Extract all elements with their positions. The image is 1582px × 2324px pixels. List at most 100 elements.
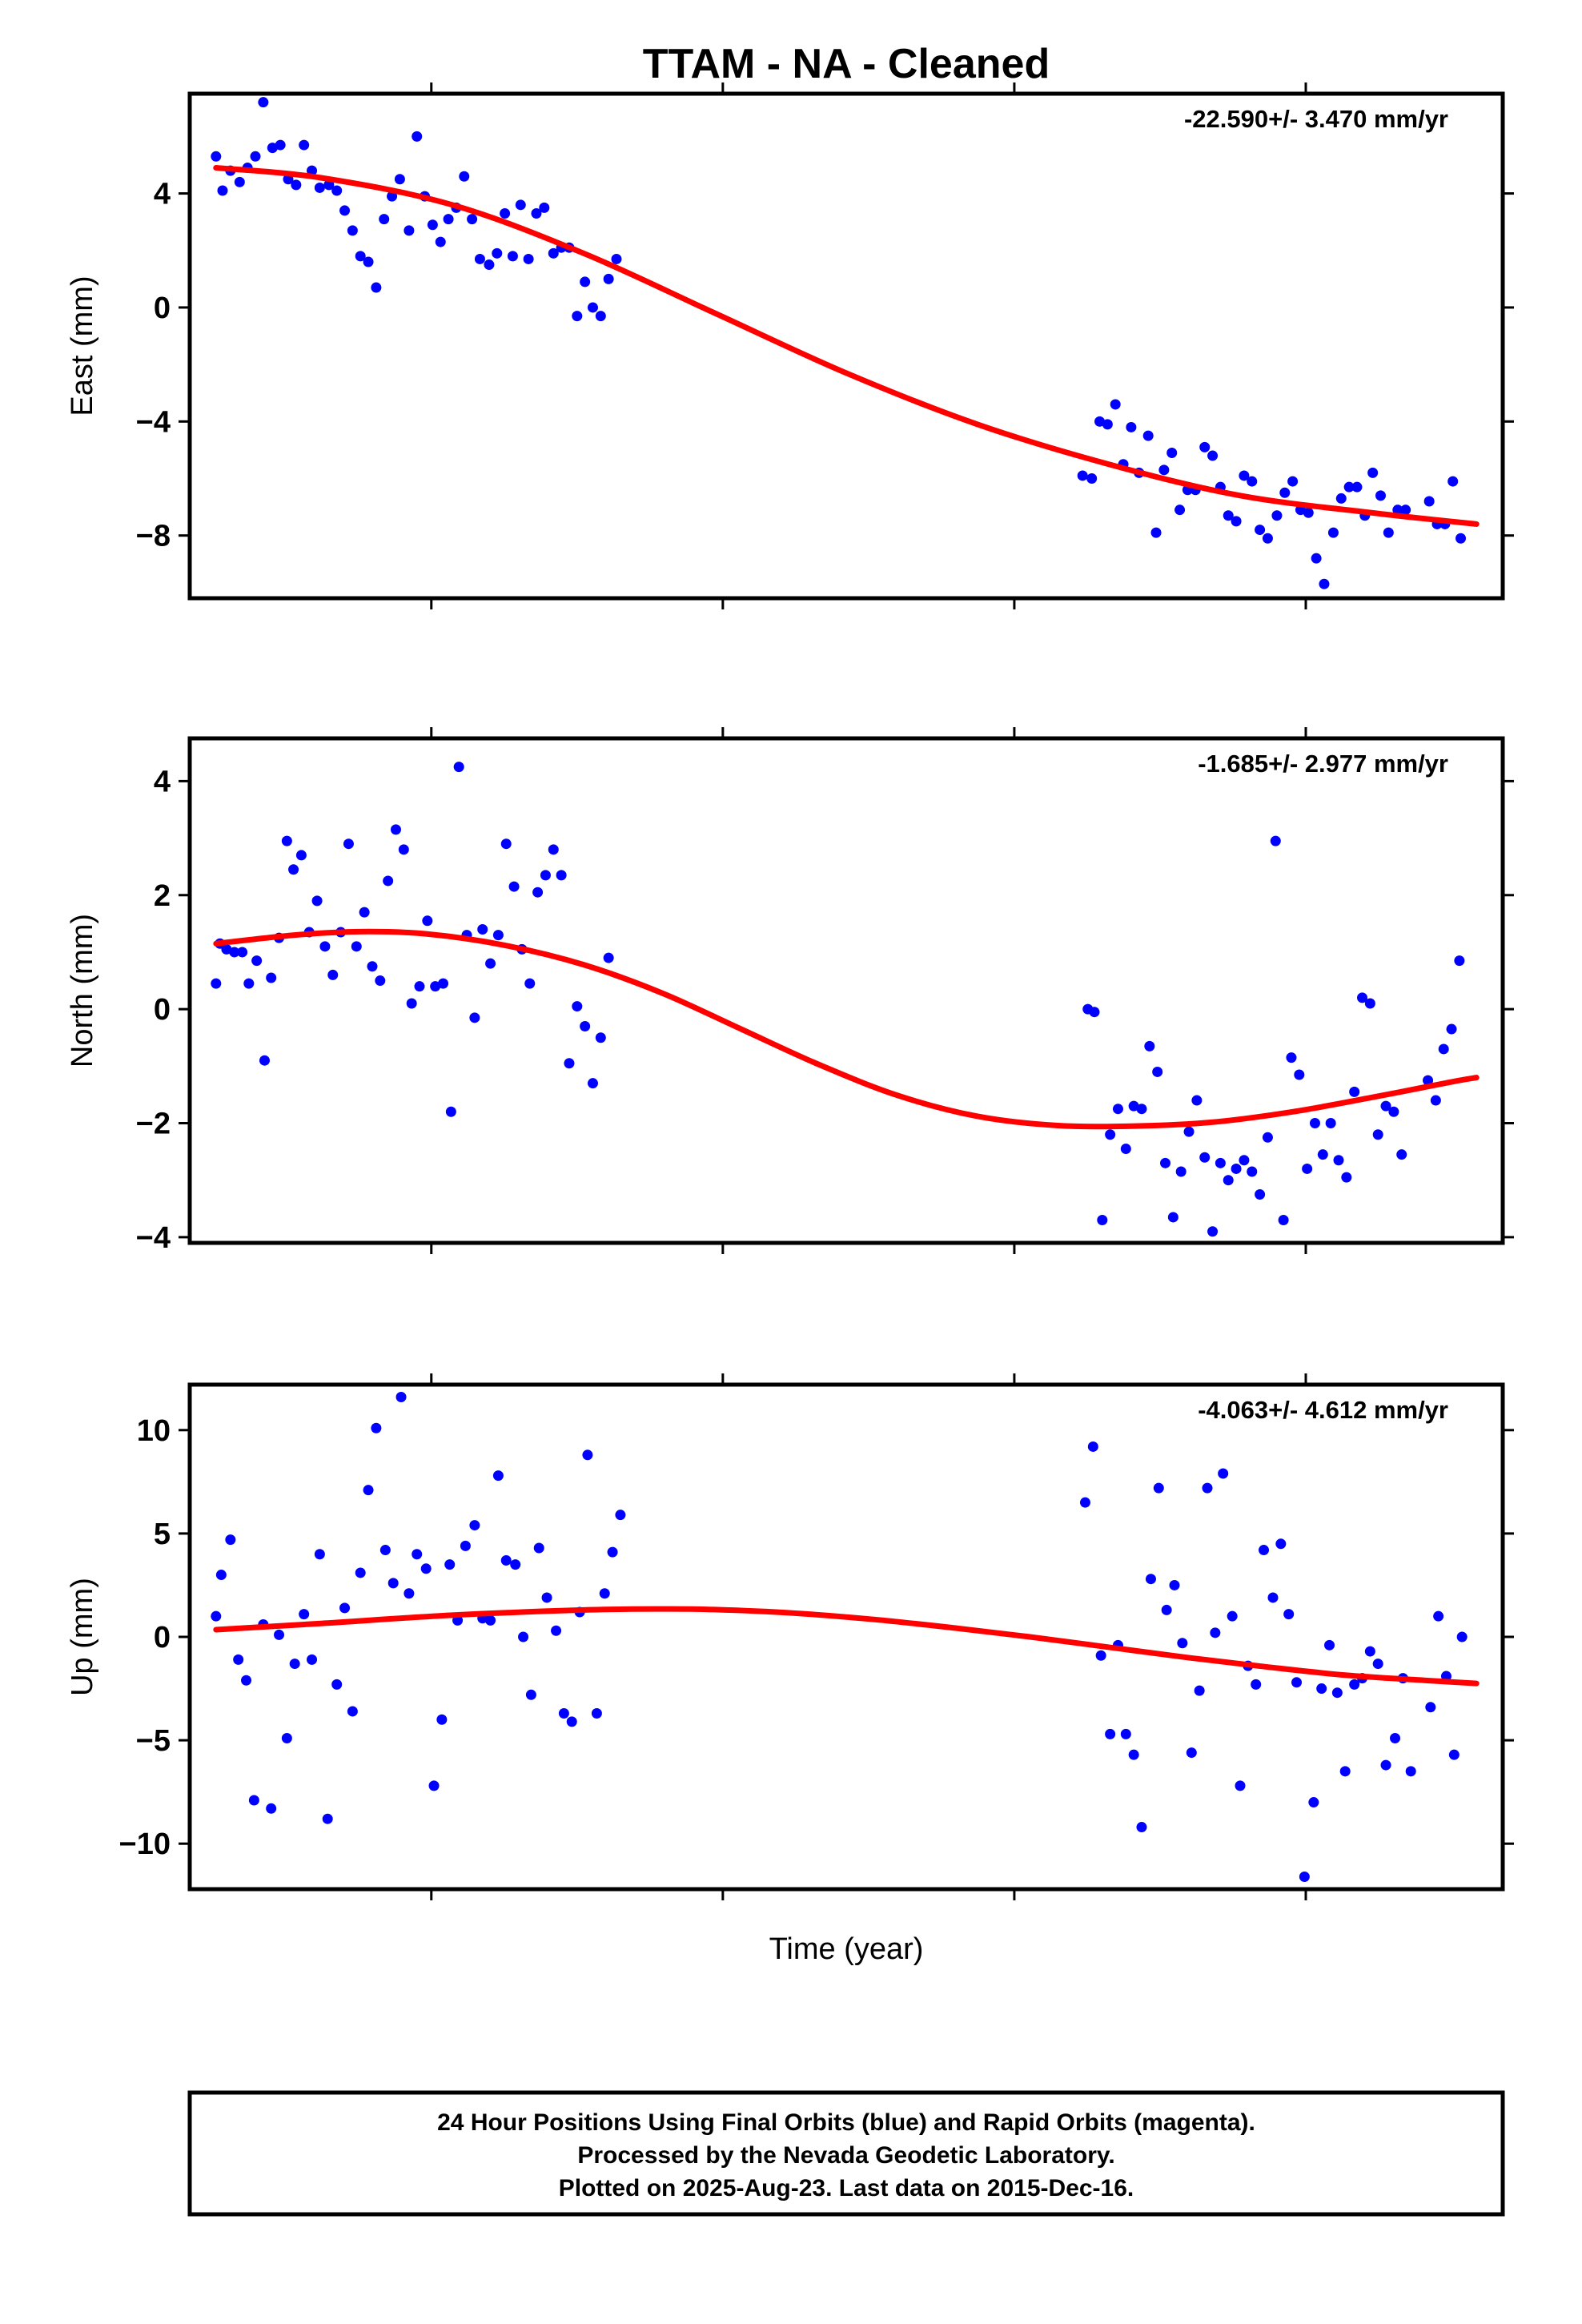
north-data-point	[556, 870, 567, 881]
east-panel: 4 0 −4 −8 East (mm) -22.590+/- 3.470 mm/yr	[66, 82, 1514, 609]
north-data-point	[1372, 1129, 1383, 1140]
north-data-point	[243, 978, 255, 989]
north-ytick-label: 2	[154, 879, 171, 913]
east-data-point	[548, 247, 559, 259]
east-data-point	[250, 151, 261, 162]
east-data-point	[1231, 516, 1242, 527]
east-data-point	[1400, 505, 1411, 516]
east-data-point	[580, 276, 591, 287]
north-data-point	[351, 941, 362, 952]
north-data-point	[375, 975, 386, 987]
north-data-point	[453, 762, 464, 773]
east-data-point	[459, 171, 470, 182]
east-data-point	[314, 182, 325, 193]
east-data-point	[1077, 470, 1088, 481]
east-data-point	[339, 205, 351, 216]
up-data-point	[541, 1592, 552, 1603]
up-data-point	[1275, 1538, 1287, 1550]
north-data-point	[414, 981, 425, 992]
east-data-point	[1158, 464, 1170, 476]
east-data-point	[539, 202, 550, 213]
east-data-point	[1351, 481, 1363, 493]
north-data-point	[1207, 1226, 1219, 1237]
up-data-point	[1448, 1749, 1460, 1760]
north-frame	[187, 736, 1505, 1245]
up-data-point	[1128, 1749, 1139, 1760]
up-data-point	[1425, 1702, 1436, 1713]
up-data-point	[1349, 1679, 1360, 1690]
up-data-point	[1227, 1610, 1238, 1622]
north-data-point	[383, 875, 394, 887]
north-data-point	[1160, 1157, 1171, 1168]
north-data-point	[524, 978, 536, 989]
north-data-point	[422, 915, 433, 927]
up-data-point	[281, 1733, 292, 1744]
north-data-point	[1388, 1106, 1399, 1117]
north-data-point	[1396, 1149, 1407, 1160]
east-data-point	[572, 311, 583, 322]
east-data-point	[515, 199, 526, 211]
north-data-point	[1317, 1149, 1328, 1160]
up-data-point	[1218, 1468, 1229, 1479]
north-data-point	[1136, 1104, 1147, 1115]
up-data-point	[1095, 1650, 1106, 1661]
east-data-point	[1102, 419, 1113, 430]
north-data-point	[1423, 1075, 1434, 1086]
up-data-point	[274, 1629, 285, 1640]
north-panel: 4 2 0 −2 −4 North (mm) -1.685+/- 2.977 mm/yr	[66, 727, 1514, 1255]
north-data-point	[580, 1020, 591, 1031]
east-data-point	[267, 143, 278, 154]
up-ytick-label: 0	[154, 1621, 171, 1655]
north-ytick-label: 0	[154, 993, 171, 1027]
north-data-point	[367, 961, 378, 972]
east-data-point	[523, 253, 534, 264]
north-data-point	[1438, 1043, 1449, 1055]
north-data-point	[1247, 1166, 1258, 1177]
east-data-point	[1319, 578, 1330, 589]
north-data-point	[390, 824, 401, 835]
north-data-point	[343, 838, 354, 850]
east-data-point	[275, 139, 286, 151]
north-data-point	[221, 943, 232, 955]
north-data-point	[251, 955, 263, 967]
east-data-point	[1199, 441, 1211, 452]
east-data-point	[1392, 505, 1403, 516]
north-data-point	[469, 1012, 480, 1023]
east-data-point	[1327, 527, 1339, 538]
east-frame	[187, 91, 1505, 601]
east-data-point	[1166, 447, 1178, 458]
north-ytick-label: −4	[136, 1221, 171, 1255]
east-data-point	[1271, 510, 1283, 521]
north-data-point	[1333, 1155, 1344, 1166]
east-data-point	[603, 273, 614, 284]
east-rate-label: -22.590+/- 3.470 mm/yr	[1184, 105, 1448, 133]
up-data-point	[1433, 1610, 1444, 1622]
north-data-point	[1112, 1104, 1123, 1115]
up-data-point	[1161, 1604, 1172, 1615]
east-data-point	[474, 253, 485, 264]
east-data-point	[484, 259, 495, 271]
north-ytick-label: 4	[154, 765, 171, 798]
east-data-point	[1367, 467, 1379, 478]
north-data-point	[1255, 1188, 1266, 1200]
north-data-point	[1144, 1040, 1155, 1051]
up-data-point	[1316, 1683, 1327, 1695]
east-data-point	[299, 139, 310, 151]
up-data-point	[1324, 1639, 1335, 1651]
north-data-point	[1262, 1132, 1273, 1143]
up-data-point	[1291, 1677, 1303, 1688]
up-data-point	[582, 1449, 593, 1461]
north-data-point	[1325, 1118, 1336, 1129]
up-data-point	[1087, 1441, 1098, 1452]
up-data-point	[558, 1708, 569, 1719]
up-data-point	[314, 1549, 325, 1560]
east-data-point	[1303, 507, 1314, 518]
north-data-point	[281, 835, 292, 846]
up-data-point	[1186, 1747, 1197, 1759]
north-data-point	[1128, 1100, 1139, 1112]
north-data-point	[359, 907, 370, 918]
up-data-point	[591, 1708, 602, 1719]
east-data-point	[435, 236, 446, 247]
east-data-point	[531, 207, 542, 219]
east-data-point	[1343, 481, 1355, 493]
